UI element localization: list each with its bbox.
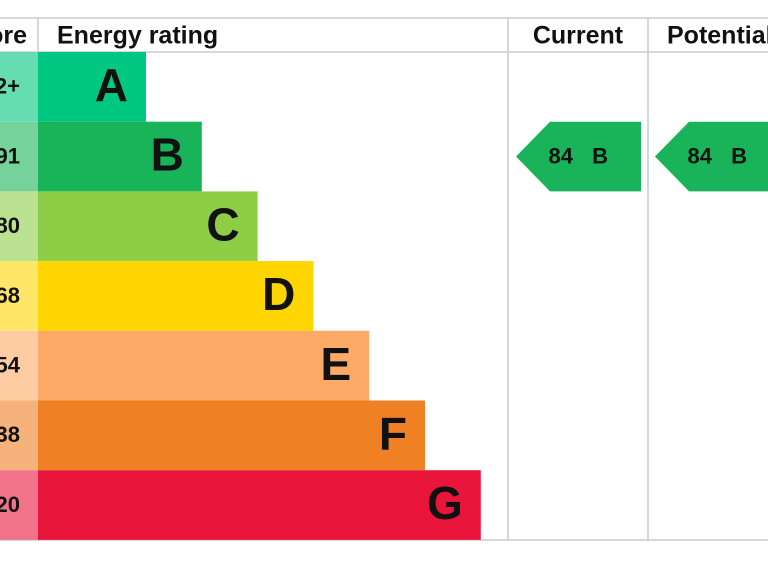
score-range: 81-91 — [0, 143, 20, 168]
score-cell — [0, 470, 38, 540]
score-header: Score — [0, 22, 27, 50]
score-range: 21-38 — [0, 422, 20, 447]
rating-letter: B — [151, 129, 184, 181]
rating-bar — [38, 470, 481, 540]
current-arrow — [516, 121, 641, 192]
rating-letter: F — [379, 408, 407, 460]
score-cell — [0, 400, 38, 471]
score-cell — [0, 121, 38, 192]
rating-letter: G — [427, 477, 463, 529]
potential-header: Potential — [667, 22, 768, 50]
rating-letter: D — [262, 268, 295, 320]
rating-bar — [38, 261, 314, 331]
rating-letter: A — [95, 59, 128, 111]
score-cell — [0, 52, 38, 122]
rating-bar — [38, 400, 425, 471]
current-score: 84 — [549, 143, 574, 168]
current-header: Current — [533, 22, 624, 50]
potential-score: 84 — [688, 143, 713, 168]
score-range: 92+ — [0, 74, 20, 99]
score-cell — [0, 261, 38, 331]
rating-bar — [38, 191, 258, 262]
score-range: 39-54 — [0, 352, 21, 377]
score-range: 1-20 — [0, 492, 20, 517]
score-range: 69-80 — [0, 213, 20, 238]
rating-bar — [38, 52, 146, 122]
potential-band: B — [731, 143, 747, 168]
rating-letter: C — [206, 198, 239, 250]
rating-bar — [38, 121, 202, 192]
potential-arrow — [655, 121, 768, 192]
score-cell — [0, 330, 38, 401]
rating-header: Energy rating — [57, 22, 218, 50]
rating-letter: E — [321, 338, 352, 390]
score-range: 55-68 — [0, 283, 20, 308]
current-band: B — [592, 143, 608, 168]
rating-bar — [38, 330, 370, 401]
score-cell — [0, 191, 38, 262]
